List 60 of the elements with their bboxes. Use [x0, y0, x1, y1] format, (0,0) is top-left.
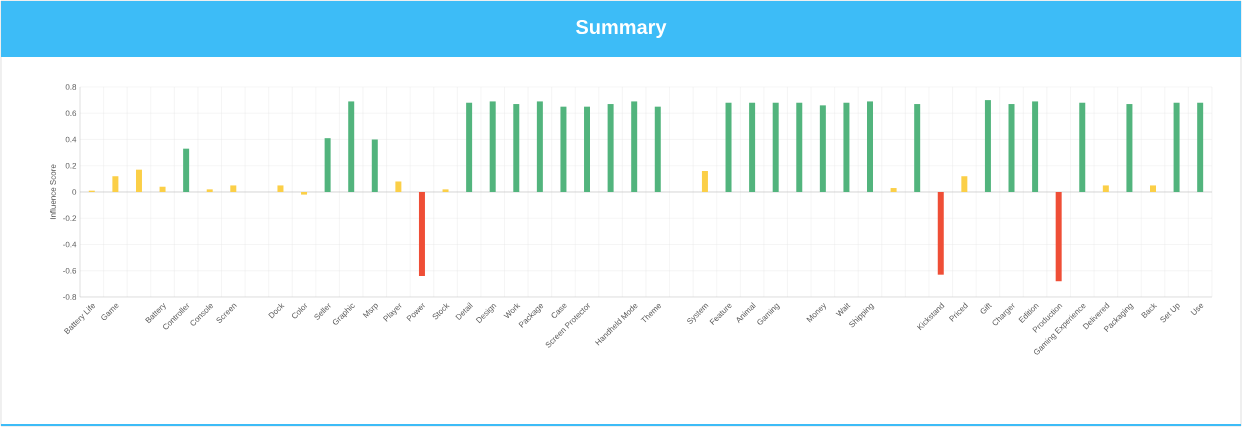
bar — [1150, 185, 1156, 192]
bar — [701, 170, 708, 192]
bar — [1079, 102, 1086, 192]
bar — [749, 102, 756, 192]
x-tick-label: Wait — [835, 303, 851, 317]
y-tick-label: -0.4 — [63, 241, 77, 248]
y-tick-label: 0.6 — [65, 110, 77, 117]
y-tick-label: 0.4 — [65, 136, 77, 143]
bar — [796, 102, 803, 192]
bar — [489, 101, 496, 192]
bar — [371, 139, 378, 192]
y-tick-label: 0 — [72, 189, 77, 195]
x-tick-label: Use — [1190, 303, 1204, 315]
bar — [183, 148, 190, 192]
bar — [772, 102, 779, 192]
bar — [466, 102, 473, 192]
bar — [1126, 104, 1133, 192]
bar — [112, 176, 119, 192]
bar — [513, 104, 520, 192]
y-tick-label: -0.6 — [63, 267, 77, 274]
bar — [324, 138, 331, 192]
bar — [961, 176, 968, 192]
x-tick-label: Set Up — [1160, 303, 1180, 323]
bar — [1102, 185, 1109, 192]
bar — [418, 191, 425, 276]
bar — [867, 101, 874, 192]
bar — [843, 102, 850, 192]
y-tick-label: 0.8 — [65, 84, 77, 90]
bar — [1032, 101, 1039, 192]
bar — [348, 101, 355, 192]
y-tick-label: -0.8 — [63, 294, 77, 300]
bar — [725, 102, 732, 192]
bar — [1173, 102, 1180, 192]
chart-title: Summary — [576, 19, 667, 39]
y-tick-label: -0.2 — [63, 215, 77, 222]
bar — [631, 101, 638, 192]
y-axis-title: Influence Score — [49, 164, 56, 220]
bar — [654, 106, 661, 192]
bar — [230, 185, 237, 192]
bar — [890, 188, 897, 192]
bar — [301, 191, 308, 195]
bar — [395, 181, 402, 192]
bar — [914, 104, 921, 192]
bar — [536, 101, 543, 192]
bar — [984, 100, 991, 192]
bar — [135, 169, 142, 192]
bar — [206, 189, 213, 192]
bar — [937, 191, 944, 275]
bar — [1008, 104, 1015, 192]
bar — [442, 189, 449, 192]
bar — [277, 185, 284, 192]
bar — [1197, 102, 1204, 192]
x-tick-label: Gift — [980, 303, 992, 314]
bar — [819, 105, 826, 192]
bar — [159, 186, 166, 192]
bar — [607, 104, 614, 192]
bar — [584, 106, 591, 192]
y-tick-label: 0.2 — [65, 162, 77, 169]
bar — [560, 106, 567, 192]
bar — [1055, 191, 1062, 282]
